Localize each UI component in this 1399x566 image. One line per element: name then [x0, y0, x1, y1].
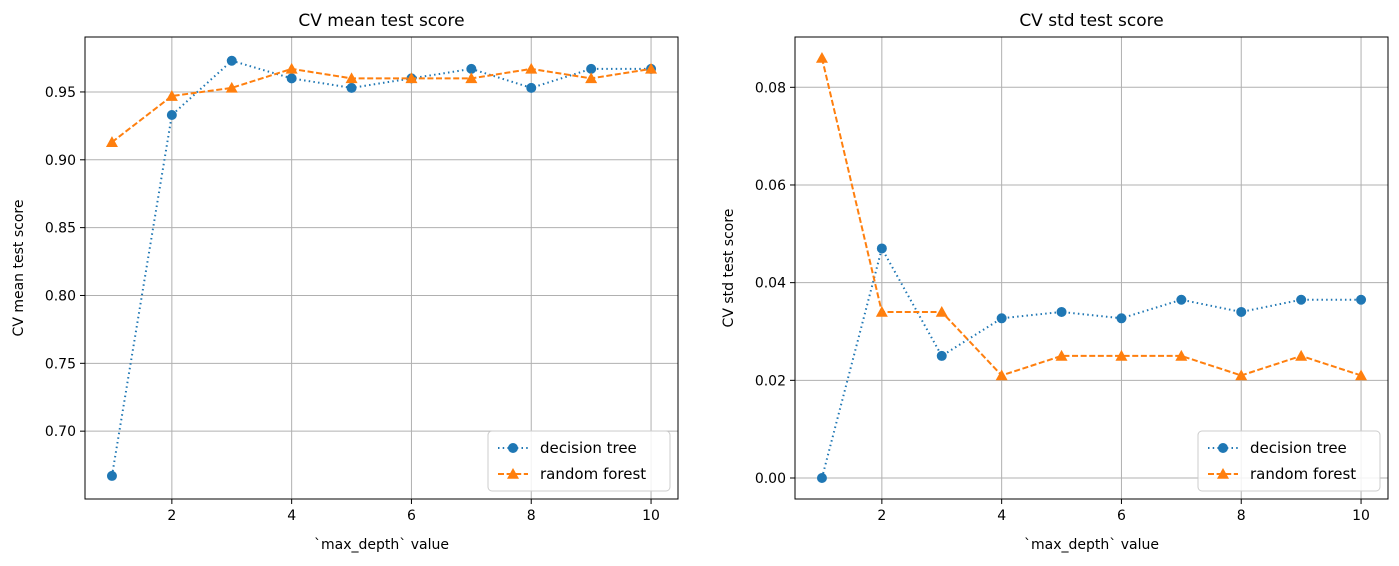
x-tick-label: 4 — [287, 508, 296, 524]
decision-tree-point — [816, 473, 827, 483]
legend: decision tree random forest — [487, 430, 671, 492]
series-line-random-forest — [111, 67, 652, 143]
x-tick-label: 4 — [997, 508, 1006, 524]
random-forest-point — [1295, 349, 1308, 361]
decision-tree-point — [286, 73, 297, 84]
decision-tree-point — [226, 55, 237, 66]
series-line-decision-tree — [110, 59, 652, 477]
decision-tree-point — [1116, 313, 1127, 324]
legend-entry-decision-tree: decision tree — [1250, 439, 1347, 457]
y-tick-label: 0.02 — [755, 373, 786, 389]
random-forest-point — [285, 62, 298, 74]
x-tick-label: 10 — [642, 508, 660, 524]
random-forest-point — [935, 305, 948, 317]
random-forest-point — [165, 90, 178, 101]
y-tick-label: 0.06 — [755, 178, 786, 194]
decision-tree-point — [586, 63, 597, 74]
decision-tree-point — [1296, 294, 1307, 305]
chart-title: CV std test score — [1019, 11, 1163, 31]
random-forest-point — [1355, 369, 1368, 381]
y-tick-label: 0.00 — [755, 471, 786, 487]
random-forest-point — [1235, 369, 1248, 381]
random-forest-point — [105, 136, 118, 147]
legend-marker — [508, 443, 518, 453]
random-forest-point — [1175, 349, 1188, 361]
plot-frame — [794, 36, 1389, 500]
y-tick-label: 0.04 — [755, 276, 786, 292]
y-tick-label: 0.90 — [45, 153, 76, 169]
y-tick-label: 0.70 — [45, 424, 76, 440]
y-axis-label: CV std test score — [721, 209, 737, 328]
decision-tree-point — [526, 82, 537, 93]
x-tick-label: 6 — [407, 508, 416, 524]
y-tick-label: 0.95 — [45, 85, 76, 101]
decision-tree-point — [1236, 306, 1247, 317]
random-forest-point — [995, 369, 1008, 381]
legend-box — [487, 430, 671, 492]
decision-tree-point — [466, 63, 477, 74]
decision-tree-point — [106, 470, 117, 481]
x-tick-label: 2 — [167, 508, 176, 524]
legend-entry-random-forest: random forest — [540, 465, 646, 483]
x-tick-label: 8 — [1237, 508, 1246, 524]
decision-tree-point — [166, 110, 177, 121]
chart-title: CV mean test score — [298, 11, 464, 31]
y-axis-label: CV mean test score — [11, 200, 27, 337]
x-tick-label: 2 — [877, 508, 886, 524]
x-axis-label: `max_depth` value — [1024, 537, 1159, 553]
decision-tree-point — [1176, 294, 1187, 305]
legend-marker — [1217, 468, 1229, 479]
y-tick-label: 0.80 — [45, 288, 76, 304]
decision-tree-point — [1056, 306, 1067, 317]
random-forest-point — [815, 52, 828, 63]
decision-tree-point — [936, 350, 947, 361]
y-tick-label: 0.85 — [45, 221, 76, 237]
random-forest-point — [405, 72, 418, 84]
series-line-random-forest — [820, 57, 1362, 377]
decision-tree-point — [996, 313, 1007, 324]
decision-tree-point — [876, 243, 887, 254]
legend-box — [1197, 430, 1381, 492]
random-forest-point — [525, 62, 538, 74]
random-forest-point — [875, 305, 888, 317]
decision-tree-point — [346, 82, 357, 93]
legend-entry-decision-tree: decision tree — [540, 439, 637, 457]
series-line-decision-tree — [820, 245, 1362, 479]
std-score-chart: 2 4 6 8 10 0.00 0.02 0.04 0.06 0.08 CV std test sc… — [721, 11, 1389, 553]
y-tick-label: 0.75 — [45, 356, 76, 372]
x-tick-label: 8 — [527, 508, 536, 524]
random-forest-point — [1055, 349, 1068, 361]
random-forest-point — [1115, 349, 1128, 361]
legend-marker — [1218, 443, 1228, 453]
decision-tree-point — [1356, 294, 1367, 305]
random-forest-point — [585, 72, 598, 84]
random-forest-point — [225, 81, 238, 93]
random-forest-point — [345, 72, 358, 84]
y-tick-label: 0.08 — [755, 80, 786, 96]
x-axis-label: `max_depth` value — [314, 537, 449, 553]
mean-score-chart: 2 4 6 8 10 0.70 0.75 0.80 0.85 0.90 0.95 CV mean te… — [11, 11, 679, 553]
plot-frame — [84, 36, 679, 500]
x-tick-label: 10 — [1352, 508, 1370, 524]
legend-entry-random-forest: random forest — [1250, 465, 1356, 483]
x-tick-label: 6 — [1117, 508, 1126, 524]
random-forest-point — [645, 62, 658, 74]
legend-marker — [507, 468, 519, 479]
legend: decision tree random forest — [1197, 430, 1381, 492]
random-forest-point — [465, 72, 478, 84]
